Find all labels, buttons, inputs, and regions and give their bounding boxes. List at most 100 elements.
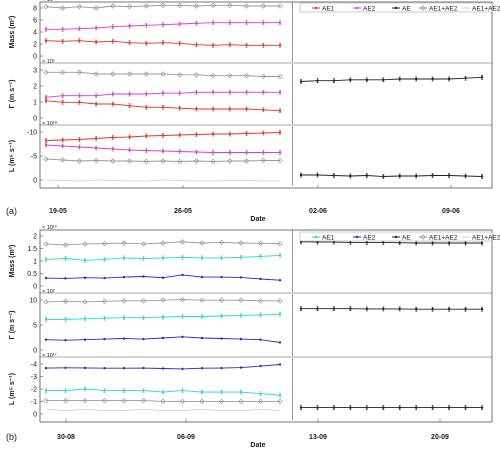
data-point [316,79,319,82]
data-point [480,76,484,79]
series-ae1 [44,253,282,263]
data-point [161,106,165,109]
data-point [83,366,87,370]
data-point [299,307,303,310]
series-ae [299,75,484,84]
series-ae1-ae2-ob [45,179,280,182]
data-point [160,2,166,9]
data-point [220,275,223,279]
data-point [64,366,67,369]
x-axis: 30-08 06-09 13-09 20-09 Date [57,419,449,449]
x-tick-label: 06-09 [177,434,195,441]
data-point [121,298,127,304]
data-point [78,94,81,97]
data-point [145,24,148,27]
panel-label: (a) [6,206,17,216]
data-point [83,276,87,279]
series-ae1 [44,130,282,143]
series-line [45,241,281,246]
series-ae1-ae2 [43,156,283,165]
data-point [398,307,401,311]
data-point [122,316,126,319]
series-ae2 [44,90,282,100]
data-point [64,318,67,321]
data-point [181,389,184,392]
data-point [142,257,145,260]
series-line [45,408,281,412]
data-point [447,174,451,177]
data-point [262,151,265,154]
y-tick-label: 0 [33,178,37,185]
data-point [262,91,265,94]
data-point [145,42,148,45]
data-point [126,158,133,164]
data-point [365,307,369,311]
data-point [414,406,418,409]
data-point [431,241,434,245]
series-ae1 [44,386,282,398]
data-point [44,96,48,99]
data-point [61,101,64,104]
subplot-row-1: 2 1.5 1 0.5 0 × 10¹³ Mass (m²) [9,225,484,292]
data-point [398,406,401,409]
data-point [143,158,149,165]
data-point [128,104,131,107]
data-point [78,27,81,30]
data-point [145,106,148,109]
data-point [299,80,303,83]
data-point [126,3,133,10]
data-point [62,298,69,305]
data-point [128,92,131,96]
legend-marker [314,235,318,239]
y-axis-label: Mass (m²) [9,245,16,278]
y-axis-label: L (m⁵ s⁻¹) [9,140,16,172]
data-point [218,297,225,303]
data-point [161,134,165,137]
legend-marker [420,5,426,11]
y-tick-label: 1 [33,259,37,266]
series-ae1-ae2 [43,69,283,80]
data-point [228,107,232,111]
data-point [94,146,98,150]
data-point [78,138,81,141]
data-point [193,3,200,9]
y-axis-exponent: × 10¹⁸ [42,120,57,127]
data-point [480,241,484,245]
data-point [238,297,244,303]
data-point [122,337,126,340]
data-point [278,254,282,257]
x-axis-label: Date [250,442,265,449]
data-point [78,101,81,104]
data-point [128,148,131,152]
data-point [332,79,336,82]
data-point [464,241,467,245]
data-point [480,308,484,311]
data-point [398,174,401,178]
data-point [278,341,282,344]
y-tick-label: -10 [27,130,37,137]
data-point [178,91,181,95]
data-point [122,389,126,392]
series-ae2 [44,363,282,371]
data-point [431,174,434,177]
data-point [316,406,319,409]
data-point [61,94,64,97]
panel-frame [39,1,493,189]
data-point [82,241,88,247]
data-point [278,91,282,94]
data-point [382,406,385,409]
data-point [238,398,244,405]
x-tick-label: 19-05 [49,208,67,215]
data-point [178,22,181,26]
data-point [447,406,451,409]
data-point [195,22,198,25]
data-point [195,133,198,136]
data-point [61,40,64,43]
data-point [43,3,49,10]
data-point [259,392,262,395]
data-point [111,92,115,96]
data-point [121,240,127,246]
data-point [464,174,467,178]
data-point [178,106,181,110]
data-point [160,240,166,246]
